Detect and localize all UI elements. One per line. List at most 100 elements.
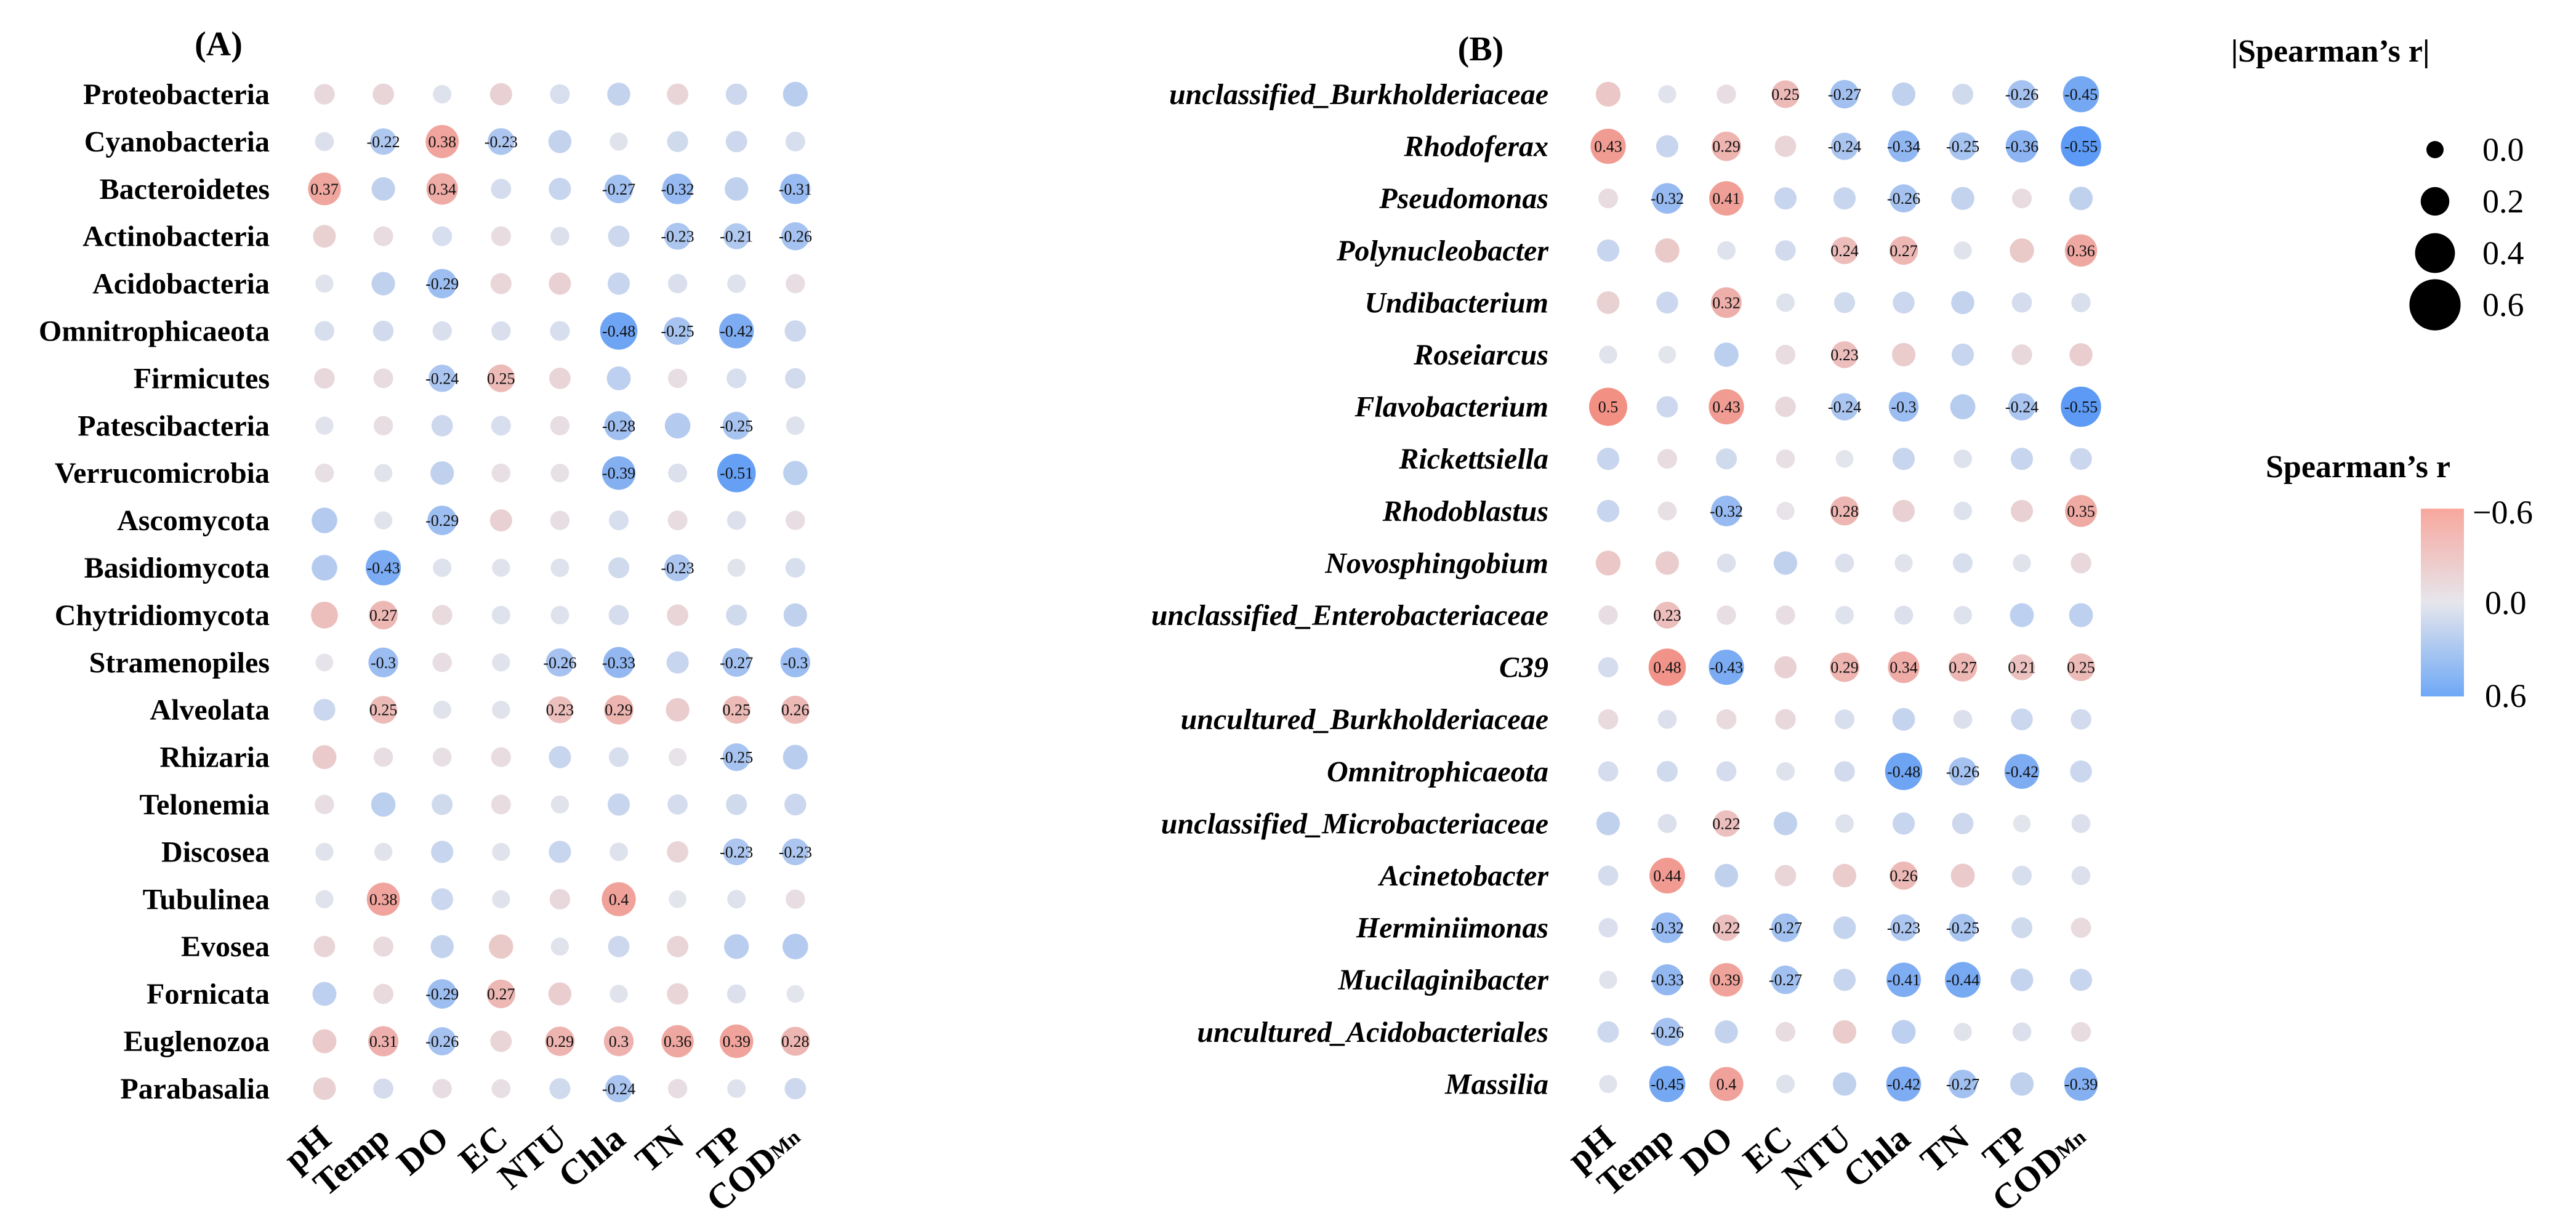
correlation-circle: [1830, 393, 1859, 421]
correlation-value-label: 0.34: [428, 180, 456, 198]
correlation-value-label: -0.24: [425, 369, 459, 387]
correlation-circle: [1892, 812, 1915, 835]
correlation-value-label: -0.26: [2005, 86, 2039, 103]
correlation-value-label: -0.26: [779, 228, 812, 246]
correlation-circle: [2071, 917, 2091, 938]
row-label: Omnitrophicaeota: [1327, 756, 1548, 788]
row-label: Novosphingobium: [1324, 547, 1548, 579]
correlation-circle: [1711, 495, 1742, 526]
correlation-value-label: 0.43: [1594, 138, 1622, 156]
correlation-circle: [607, 793, 630, 816]
correlation-circle: [428, 1027, 457, 1055]
correlation-circle: [783, 934, 808, 959]
correlation-circle: [723, 838, 751, 866]
correlation-circle: [492, 559, 510, 577]
correlation-circle: [371, 177, 395, 201]
correlation-circle: [603, 1026, 634, 1057]
correlation-circle: [1888, 651, 1920, 684]
correlation-circle: [667, 794, 688, 815]
correlation-circle: [1831, 341, 1858, 368]
correlation-circle: [374, 842, 393, 861]
correlation-circle: [311, 602, 338, 629]
correlation-circle: [603, 647, 635, 679]
correlation-circle: [549, 841, 571, 863]
correlation-circle: [1830, 652, 1859, 682]
correlation-circle: [1599, 970, 1617, 989]
row-label: Evosea: [181, 930, 270, 963]
correlation-circle: [664, 222, 691, 250]
correlation-circle: [1953, 605, 1973, 625]
correlation-circle: [1949, 914, 1977, 942]
correlation-circle: [370, 128, 397, 155]
correlation-circle: [549, 746, 571, 768]
correlation-circle: [372, 83, 394, 105]
correlation-circle: [608, 935, 630, 958]
correlation-value-label: 0.29: [605, 701, 633, 719]
correlation-circle: [430, 935, 454, 958]
correlation-circle: [2071, 1022, 2091, 1042]
row-label: Patescibacteria: [78, 409, 270, 442]
correlation-circle: [2069, 187, 2093, 211]
correlation-value-label: -0.39: [2064, 1075, 2098, 1093]
correlation-circle: [1596, 239, 1620, 262]
correlation-circle: [1835, 450, 1854, 468]
correlation-circle: [2064, 1067, 2098, 1101]
correlation-circle: [2063, 76, 2099, 113]
row-label: Chytridiomycota: [55, 599, 270, 632]
row-label: Herminiimonas: [1356, 912, 1548, 945]
correlation-circle: [314, 84, 335, 105]
correlation-circle: [491, 794, 511, 815]
panel-b-title: (B): [1458, 30, 1504, 68]
correlation-value-label: 0.5: [1598, 398, 1619, 416]
correlation-circle: [431, 414, 453, 437]
correlation-circle: [427, 979, 457, 1009]
correlation-value-label: -0.27: [1769, 971, 1802, 989]
correlation-circle: [315, 842, 334, 861]
correlation-circle: [1652, 912, 1683, 943]
correlation-circle: [780, 174, 811, 204]
correlation-circle: [610, 132, 628, 151]
correlation-value-label: -0.45: [2064, 86, 2098, 103]
correlation-circle: [549, 177, 571, 200]
correlation-circle: [489, 509, 512, 532]
correlation-circle: [1888, 131, 1920, 163]
correlation-value-label: -0.24: [2005, 398, 2039, 416]
correlation-circle: [1951, 343, 1974, 366]
correlation-value-label: 0.29: [1712, 138, 1741, 156]
correlation-circle: [1656, 291, 1678, 314]
correlation-value-label: 0.27: [487, 985, 515, 1003]
correlation-circle: [1711, 287, 1742, 318]
correlation-value-label: -0.26: [1651, 1023, 1684, 1041]
correlation-circle: [1589, 387, 1627, 426]
correlation-circle: [783, 744, 808, 770]
correlation-circle: [1890, 914, 1917, 942]
color-tick-mid: 0.0: [2485, 584, 2527, 621]
correlation-circle: [491, 747, 511, 767]
correlation-circle: [1598, 188, 1619, 209]
correlation-value-label: 0.4: [609, 890, 629, 908]
correlation-circle: [724, 934, 749, 959]
correlation-circle: [1835, 605, 1854, 625]
correlation-circle: [491, 605, 510, 624]
correlation-circle: [373, 747, 393, 767]
correlation-circle: [373, 1078, 393, 1099]
correlation-circle: [1951, 291, 1974, 315]
correlation-value-label: 0.25: [1771, 86, 1800, 103]
correlation-value-label: -0.27: [1828, 86, 1861, 103]
correlation-circle: [727, 984, 746, 1004]
correlation-circle: [374, 464, 393, 482]
column-label: TN: [627, 1118, 691, 1180]
correlation-circle: [492, 701, 510, 719]
correlation-circle: [1709, 181, 1744, 216]
correlation-circle: [1894, 554, 1913, 573]
correlation-circle: [1774, 865, 1797, 887]
correlation-circle: [492, 653, 510, 672]
correlation-circle: [1776, 502, 1795, 520]
correlation-value-label: 0.29: [1830, 659, 1859, 677]
correlation-circle: [2013, 815, 2031, 833]
correlation-circle: [666, 651, 689, 674]
correlation-circle: [314, 368, 335, 389]
correlation-circle: [1775, 396, 1796, 417]
correlation-circle: [1598, 865, 1619, 886]
correlation-circle: [1949, 757, 1977, 786]
